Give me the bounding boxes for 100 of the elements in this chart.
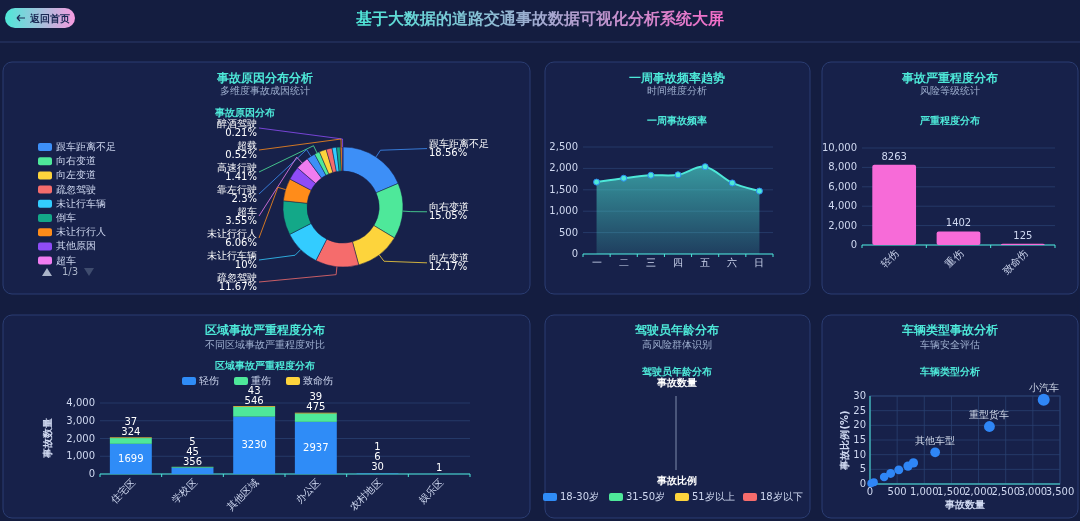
x-tick-label: 1,000	[909, 486, 939, 497]
data-label: 15.05%	[429, 210, 468, 222]
chart-subtitle: 风险等级统计	[920, 85, 980, 96]
y-tick-label: 10	[853, 448, 866, 460]
text: 事故数量	[656, 377, 697, 388]
data-label: 1	[374, 441, 381, 453]
annotation: 其他车型	[915, 435, 956, 447]
x-tick-label: 1,500	[937, 486, 966, 497]
text: 区域事故严重程度分布	[215, 360, 315, 371]
data-label: 475	[306, 401, 326, 413]
x-tick-label: 致命伤	[1000, 247, 1030, 277]
legend-label: 跟车距离不足	[56, 141, 116, 152]
text: 驾驶员年龄分布	[641, 366, 712, 377]
x-tick-label: 轻伤	[878, 247, 901, 270]
legend-label: 重伤	[251, 375, 271, 386]
data-label: 1699	[118, 452, 144, 464]
chart-title: 一周事故频率趋势	[629, 70, 725, 85]
slice-label: 靠左行驶	[217, 183, 257, 195]
chart-subtitle: 车辆安全评估	[920, 339, 980, 350]
chart-subtitle: 不同区域事故严重程度对比	[205, 339, 325, 350]
x-tick-label: 五	[700, 257, 711, 268]
x-tick-label: 日	[754, 257, 765, 268]
y-axis-title: 事故比例(%)	[839, 410, 850, 471]
y-tick-label: 2,000	[828, 219, 857, 231]
x-tick-label: 0	[866, 486, 874, 497]
legend-label: 轻伤	[199, 375, 219, 386]
chart-title: 事故原因分布分析	[216, 70, 313, 85]
y-tick-label: 0	[850, 239, 857, 250]
x-tick-label: 二	[618, 257, 629, 268]
slice-label: 未让行行人	[207, 227, 257, 239]
y-tick-label: 1,500	[549, 183, 578, 195]
y-tick-label: 10,000	[822, 142, 857, 153]
text: 高风险群体识别	[642, 339, 712, 350]
data-label: 356	[182, 455, 203, 467]
y-tick-label: 500	[558, 226, 578, 238]
data-label: 1402	[945, 217, 972, 229]
chart-title: 车辆类型事故分析	[901, 322, 998, 337]
x-tick-label: 三	[645, 257, 656, 268]
y-tick-label: 25	[853, 404, 866, 416]
annotation: 重型货车	[969, 409, 1010, 421]
x-tick-label: 办公区	[293, 476, 323, 506]
data-label: 1	[435, 461, 443, 473]
y-tick-label: 2,000	[66, 432, 95, 444]
y-tick-label: 4,000	[66, 397, 95, 408]
slice-label: 疏忽驾驶	[217, 271, 257, 283]
y-tick-label: 3,000	[66, 414, 95, 426]
x-tick-label: 农村地区	[347, 476, 385, 513]
data-label: 39	[309, 391, 323, 403]
data-label: 18.56%	[429, 147, 468, 159]
x-axis-title: 事故数量	[944, 499, 985, 510]
text: 事故原因分布	[214, 107, 275, 118]
text: 严重程度分布	[919, 115, 980, 126]
legend-label: 向左变道	[56, 169, 96, 181]
annotation: 小汽车	[1028, 381, 1059, 393]
data-label: 8263	[881, 150, 907, 162]
y-tick-label: 1,000	[549, 205, 578, 217]
y-tick-label: 6,000	[828, 180, 857, 192]
data-label: 5	[189, 435, 196, 447]
text: 驾驶员年龄分布	[634, 322, 719, 337]
text: 返回首页	[29, 12, 70, 24]
y-tick-label: 8,000	[828, 161, 857, 173]
data-label: 125	[1013, 229, 1033, 241]
data-label: 6	[374, 451, 381, 463]
x-tick-label: 娱乐区	[416, 476, 446, 506]
legend-label: 未让行行人	[56, 226, 106, 238]
y-tick-label: 0	[88, 468, 95, 479]
legend-label: 向右变道	[56, 155, 96, 167]
text: 事故比例	[656, 475, 697, 486]
y-axis-title: 事故数量	[42, 418, 53, 459]
y-tick-label: 2,500	[549, 141, 578, 152]
y-tick-label: 30	[853, 390, 866, 401]
legend-label: 18-30岁	[560, 491, 600, 502]
data-label: 43	[247, 384, 261, 396]
data-label: 45	[186, 445, 199, 457]
slice-label: 醉酒驾驶	[217, 117, 257, 129]
y-tick-label: 15	[853, 434, 866, 445]
chart-title: 事故严重程度分布	[901, 70, 998, 85]
slice-label: 超车	[237, 205, 257, 217]
y-tick-label: 5	[859, 463, 866, 475]
legend-label: 31-50岁	[626, 491, 666, 502]
data-label: 546	[244, 394, 264, 406]
slice-label: 超载	[237, 139, 257, 151]
x-tick-label: 住宅区	[108, 476, 138, 506]
x-tick-label: 六	[727, 257, 738, 268]
legend-label: 其他原因	[56, 240, 96, 252]
x-tick-label: 四	[673, 257, 683, 268]
x-tick-label: 学校区	[170, 476, 200, 506]
text: 车辆类型分析	[919, 366, 980, 377]
x-tick-label: 2,000	[964, 486, 993, 497]
x-tick-label: 一	[591, 257, 602, 268]
data-label: 3230	[241, 439, 267, 451]
legend-label: 疏忽驾驶	[56, 183, 96, 195]
text: 一周事故频率	[647, 115, 707, 126]
slice-label: 未让行车辆	[207, 249, 257, 261]
x-tick-label: 500	[887, 486, 907, 497]
text: 1/3	[61, 266, 79, 277]
slice-label: 高速行驶	[217, 161, 257, 173]
legend-label: 倒车	[56, 212, 76, 223]
x-tick-label: 重伤	[943, 247, 966, 270]
chart-title: 区域事故严重程度分布	[205, 322, 325, 337]
